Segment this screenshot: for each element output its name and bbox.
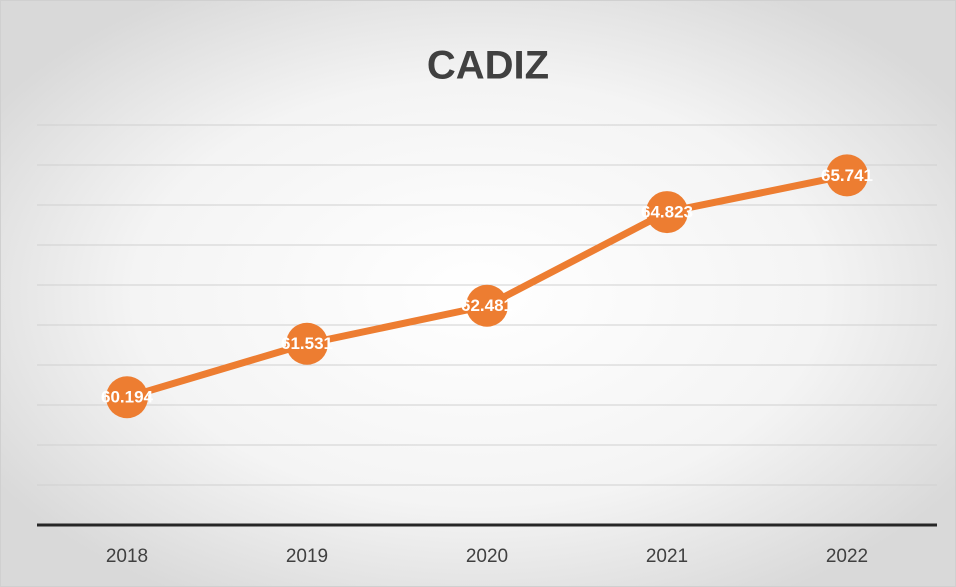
data-label: 60.194 [101, 388, 154, 407]
data-point [286, 322, 328, 365]
data-point [646, 191, 688, 234]
data-label: 62.481 [461, 296, 513, 315]
x-tick-label: 2020 [466, 546, 508, 567]
data-label: 61.531 [281, 334, 333, 353]
x-tick-label: 2022 [826, 546, 868, 567]
data-point [826, 154, 868, 197]
chart-title: CADIZ [427, 44, 549, 88]
x-tick-label: 2018 [106, 546, 148, 567]
data-point [466, 284, 508, 327]
data-label: 65.741 [821, 166, 873, 185]
data-label: 64.823 [641, 203, 693, 222]
x-tick-label: 2019 [286, 546, 328, 567]
x-tick-label: 2021 [646, 546, 688, 567]
data-point [106, 376, 148, 419]
